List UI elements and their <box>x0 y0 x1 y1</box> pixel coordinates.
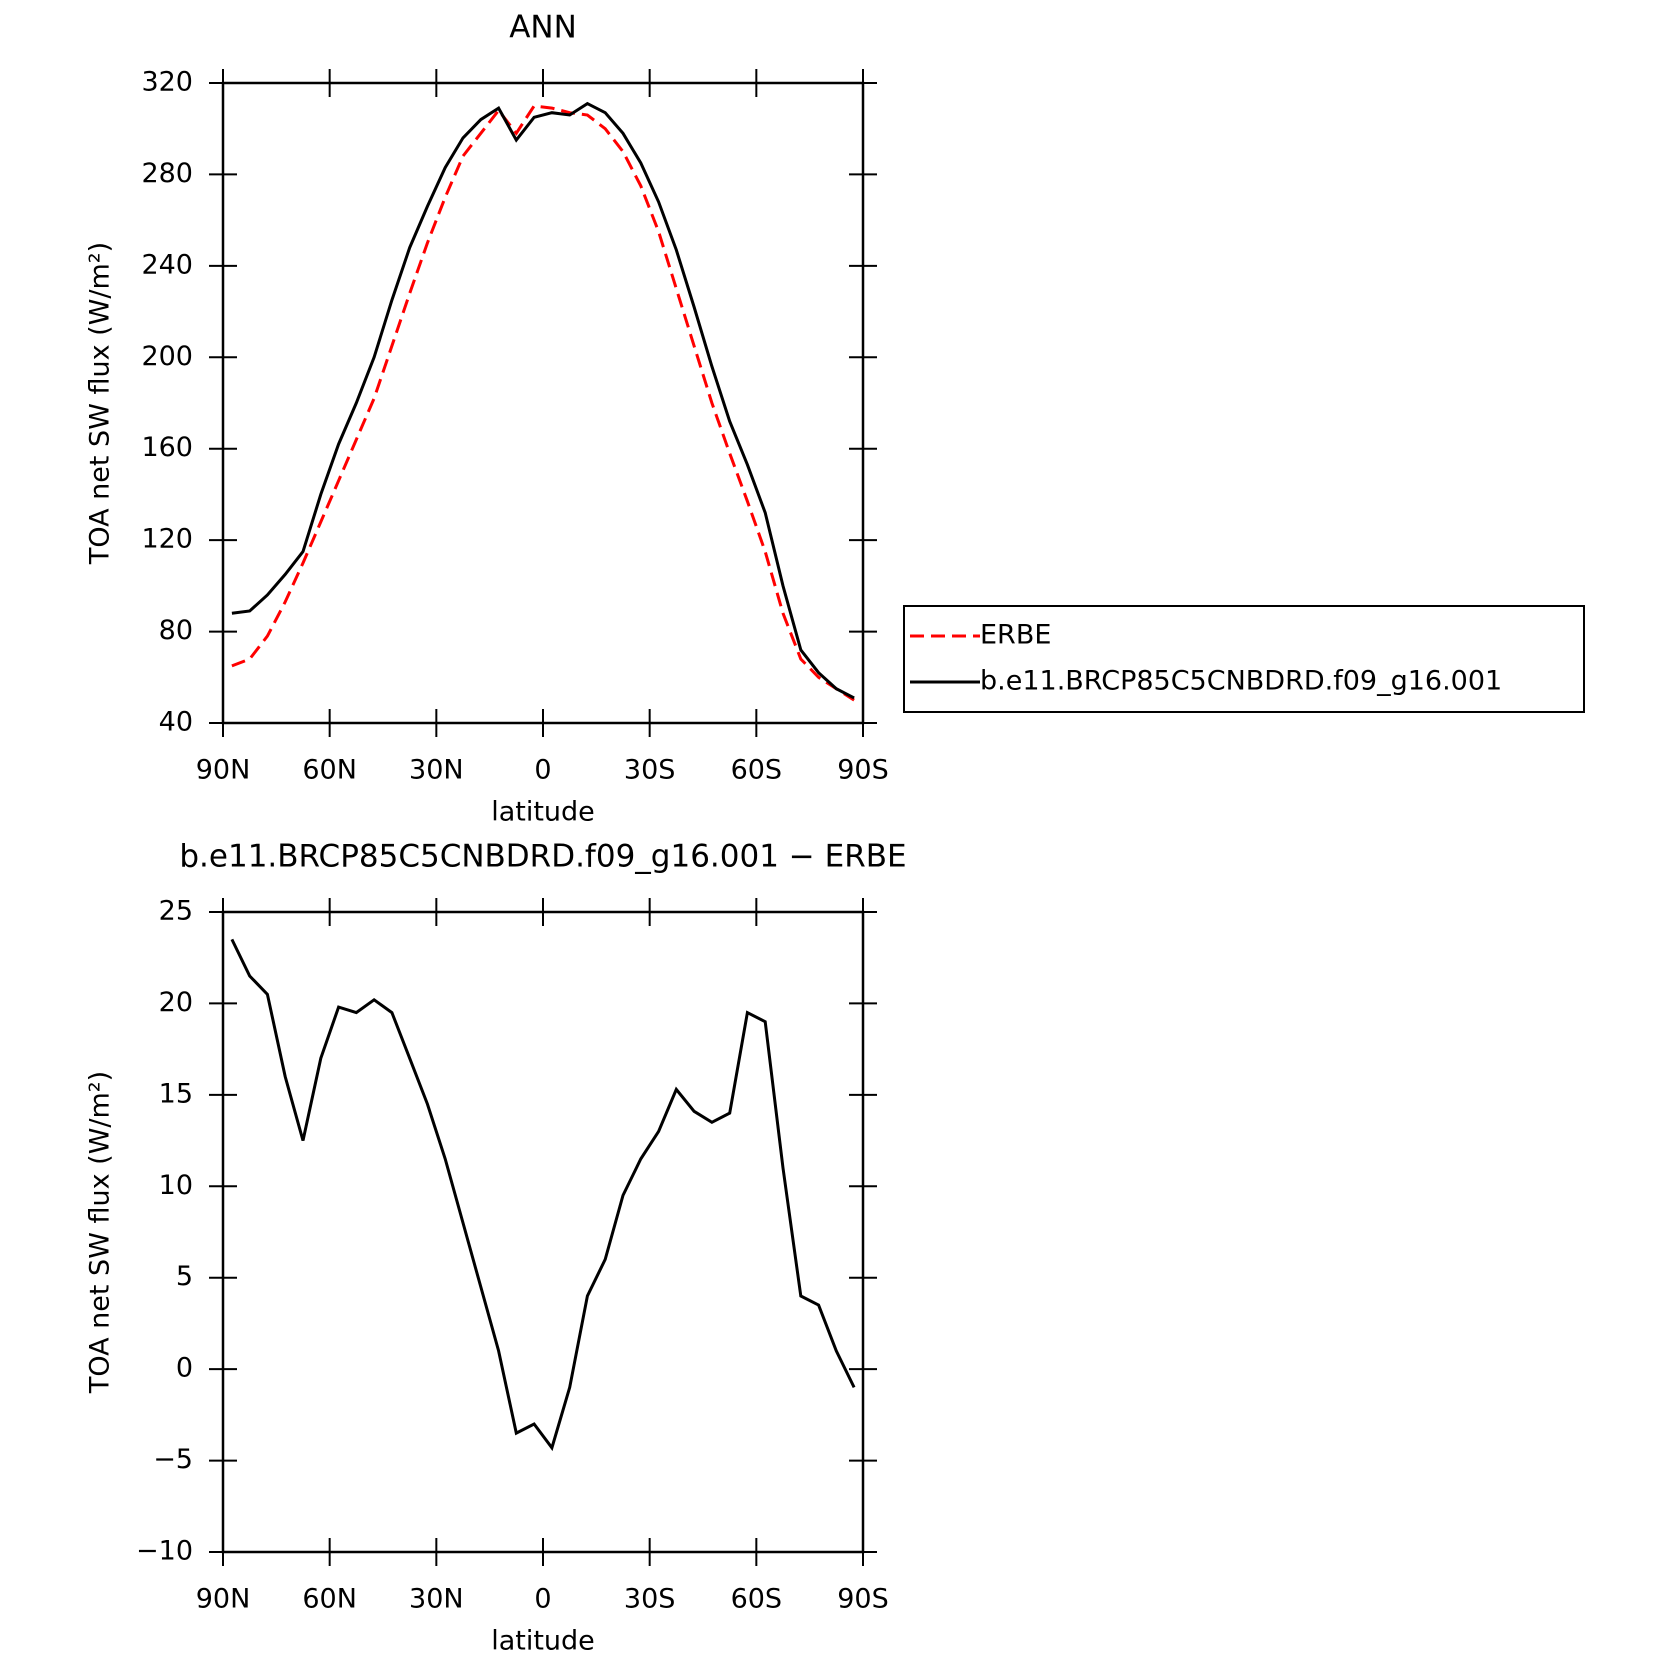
y-axis-label: TOA net SW flux (W/m²) <box>85 1071 116 1394</box>
chart: b.e11.BRCP85C5CNBDRD.f09_g16.001 − ERBE T… <box>85 839 907 1657</box>
x-axis-label: latitude <box>491 1626 595 1657</box>
x-tick-label: 90S <box>837 755 889 786</box>
x-tick-label: 30S <box>624 1584 676 1615</box>
y-tick-label: 240 <box>141 249 193 280</box>
line <box>230 938 856 1452</box>
line <box>231 104 855 702</box>
y-tick-label: 10 <box>159 1170 193 1201</box>
x-tick-label: 0 <box>534 755 551 786</box>
chart-title: ANN <box>509 10 577 46</box>
y-tick-label: 15 <box>159 1078 193 1109</box>
y-tick-label: 320 <box>141 67 193 98</box>
y-tick-label: 160 <box>141 432 193 463</box>
x-tick-label: 30N <box>409 1584 464 1615</box>
x-tick-label: 90N <box>196 755 251 786</box>
chart: ANN TOA net SW flux (W/m²) latitude 40 80 120… <box>85 10 1585 828</box>
x-tick-label: 30S <box>624 755 676 786</box>
y-tick-label: 25 <box>159 896 193 927</box>
x-tick-label: 30N <box>409 755 464 786</box>
x-tick-label: 60N <box>302 1584 357 1615</box>
y-tick-label: 0 <box>176 1353 193 1384</box>
y-tick-label: 120 <box>141 524 193 555</box>
y-tick-label: 5 <box>176 1261 193 1292</box>
x-tick-label: 60S <box>731 1584 783 1615</box>
legend-box <box>903 605 1585 713</box>
y-tick-label: 280 <box>141 158 193 189</box>
plot-frame <box>221 910 865 1554</box>
x-tick-label: 90N <box>196 1584 251 1615</box>
y-tick-label: −5 <box>153 1444 193 1475</box>
x-tick-label: 60S <box>731 755 783 786</box>
y-tick-label: −10 <box>136 1536 193 1567</box>
y-tick-label: 200 <box>141 341 193 372</box>
x-tick-label: 90S <box>837 1584 889 1615</box>
y-axis-label: TOA net SW flux (W/m²) <box>85 242 116 565</box>
x-tick-label: 60N <box>302 755 357 786</box>
chart-title: b.e11.BRCP85C5CNBDRD.f09_g16.001 − ERBE <box>179 839 906 875</box>
y-tick-label: 80 <box>159 615 193 646</box>
plot-frame <box>221 81 865 725</box>
x-axis-label: latitude <box>491 797 595 828</box>
x-tick-label: 0 <box>534 1584 551 1615</box>
line <box>231 101 855 700</box>
y-tick-label: 20 <box>159 987 193 1018</box>
legend-label: b.e11.BRCP85C5CNBDRD.f09_g16.001 <box>980 666 1502 697</box>
legend-label: ERBE <box>980 620 1051 651</box>
y-tick-label: 40 <box>159 707 193 738</box>
